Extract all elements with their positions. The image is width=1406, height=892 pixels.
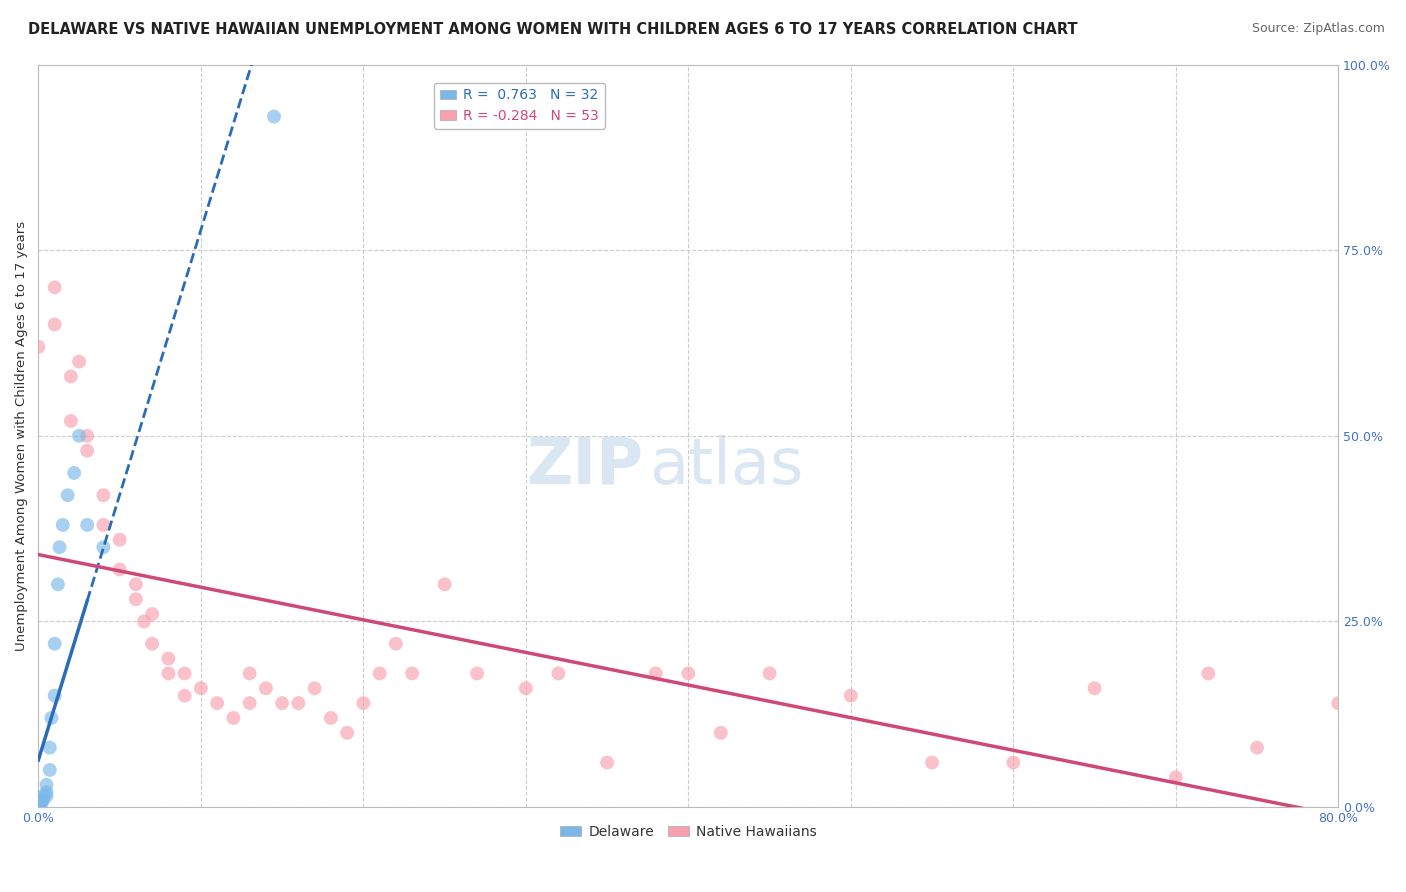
Point [141,607,163,621]
Point [44,689,66,703]
Point [263,110,285,124]
Point [132,615,155,629]
Point [27,794,49,808]
Legend: Delaware, Native Hawaiians: Delaware, Native Hawaiians [555,820,823,845]
Point [27,800,49,814]
Point [27,340,49,354]
Point [678,666,700,681]
Point [1164,770,1187,784]
Point [56,488,79,502]
Point [38,740,60,755]
Point [27,800,49,814]
Point [93,540,115,554]
Point [921,756,943,770]
Point [44,280,66,294]
Point [27,800,49,814]
Point [67,354,90,368]
Point [38,763,60,777]
Point [368,666,391,681]
Point [44,637,66,651]
Point [710,726,733,740]
Y-axis label: Unemployment Among Women with Children Ages 6 to 17 years: Unemployment Among Women with Children A… [15,220,28,651]
Point [35,785,58,799]
Point [27,798,49,813]
Point [336,726,359,740]
Point [76,429,98,443]
Point [547,666,569,681]
Point [141,637,163,651]
Point [67,429,90,443]
Point [173,689,195,703]
Point [157,666,180,681]
Point [596,756,619,770]
Point [41,711,63,725]
Point [108,533,131,547]
Point [27,797,49,811]
Point [27,800,49,814]
Point [205,696,228,710]
Point [465,666,488,681]
Point [27,800,49,814]
Point [1083,681,1105,696]
Point [173,666,195,681]
Point [27,798,49,813]
Text: DELAWARE VS NATIVE HAWAIIAN UNEMPLOYMENT AMONG WOMEN WITH CHILDREN AGES 6 TO 17 : DELAWARE VS NATIVE HAWAIIAN UNEMPLOYMENT… [28,22,1078,37]
Point [239,696,262,710]
Text: atlas: atlas [650,434,804,497]
Text: Source: ZipAtlas.com: Source: ZipAtlas.com [1251,22,1385,36]
Point [108,562,131,576]
Point [46,577,69,591]
Point [52,517,75,532]
Point [35,789,58,803]
Point [27,800,49,814]
Point [31,792,53,806]
Point [385,637,408,651]
Point [59,369,82,384]
Point [125,577,148,591]
Point [839,689,862,703]
Point [44,318,66,332]
Point [304,681,326,696]
Point [32,789,55,803]
Point [32,792,55,806]
Point [319,711,342,725]
Point [644,666,666,681]
Point [157,651,180,665]
Point [93,517,115,532]
Point [222,711,245,725]
Point [239,666,262,681]
Point [515,681,537,696]
Point [433,577,456,591]
Point [254,681,277,696]
Point [125,592,148,607]
Text: ZIP: ZIP [526,434,643,497]
Point [1327,696,1350,710]
Point [31,797,53,811]
Point [1002,756,1025,770]
Point [401,666,423,681]
Point [76,443,98,458]
Point [1246,740,1268,755]
Point [271,696,294,710]
Point [76,517,98,532]
Point [59,414,82,428]
Point [93,488,115,502]
Point [352,696,374,710]
Point [31,794,53,808]
Point [190,681,212,696]
Point [48,540,70,554]
Point [35,778,58,792]
Point [63,466,86,480]
Point [1197,666,1219,681]
Point [758,666,780,681]
Point [287,696,309,710]
